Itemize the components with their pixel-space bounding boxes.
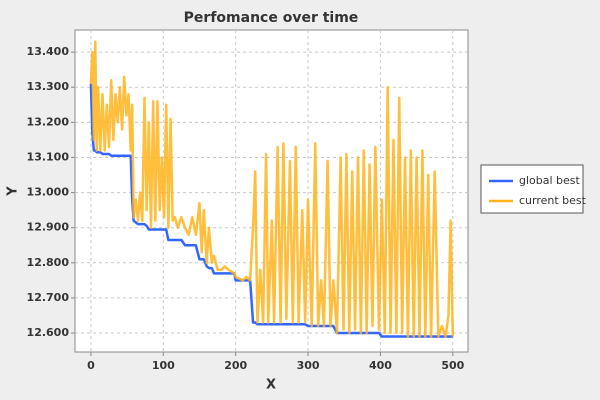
y-tick-label: 12.900 bbox=[27, 221, 70, 234]
y-tick-label: 13.000 bbox=[27, 186, 70, 199]
legend-box bbox=[480, 164, 584, 214]
chart-title: Perfomance over time bbox=[184, 10, 359, 26]
y-tick-label: 12.600 bbox=[27, 326, 70, 339]
y-tick-label: 12.700 bbox=[27, 291, 70, 304]
x-axis-label: X bbox=[266, 378, 276, 393]
x-tick-label: 300 bbox=[297, 359, 320, 372]
x-tick-label: 200 bbox=[224, 359, 247, 372]
y-tick-label: 13.200 bbox=[27, 115, 70, 128]
x-tick-label: 500 bbox=[441, 359, 464, 372]
y-tick-label: 12.800 bbox=[27, 256, 70, 269]
y-axis-label: Y bbox=[6, 186, 21, 197]
y-tick-label: 13.400 bbox=[27, 45, 70, 58]
legend-label: current best bbox=[519, 194, 587, 207]
y-tick-label: 13.300 bbox=[27, 80, 70, 93]
x-tick-label: 0 bbox=[87, 359, 95, 372]
x-tick-label: 400 bbox=[369, 359, 392, 372]
legend-label: global best bbox=[519, 174, 581, 187]
series-line bbox=[89, 40, 455, 338]
y-tick-label: 13.100 bbox=[27, 150, 70, 163]
x-tick-label: 100 bbox=[152, 359, 175, 372]
